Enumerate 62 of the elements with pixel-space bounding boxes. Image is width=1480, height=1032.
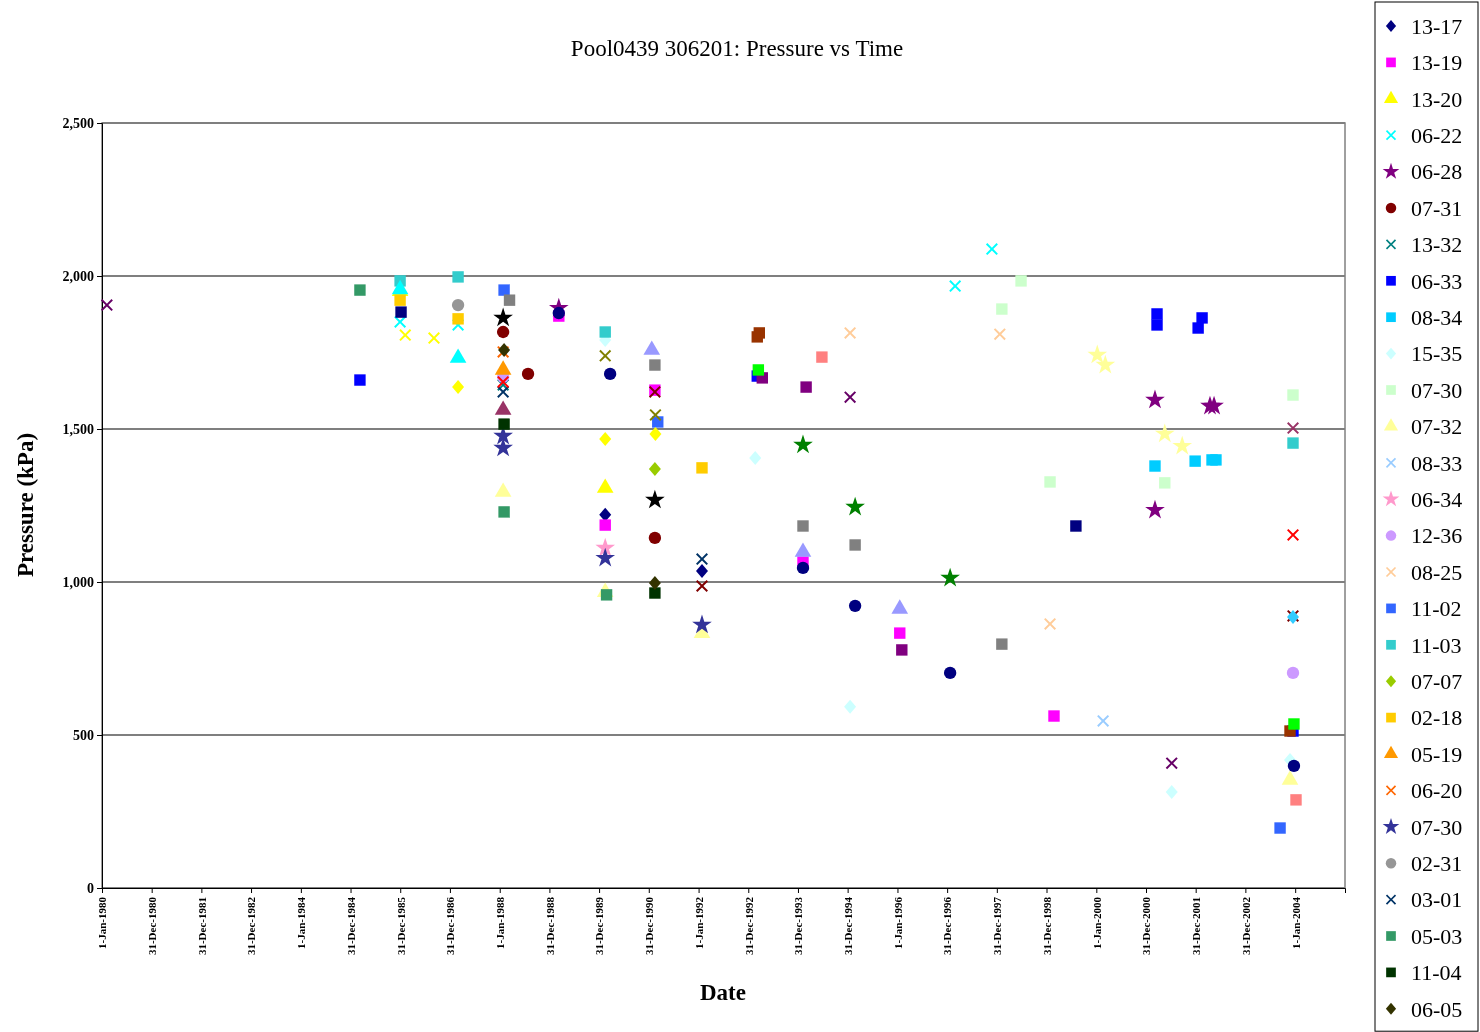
y-tick-label: 0: [87, 880, 94, 896]
legend-label: 06-20: [1411, 778, 1463, 804]
y-tick-label: 2,000: [62, 268, 94, 284]
x-tick-label: 31-Dec-1989: [593, 896, 606, 956]
x-tick-label: 31-Dec-1992: [742, 896, 755, 956]
legend-label: 03-01: [1411, 887, 1463, 913]
chart-title: Pool0439 306201: Pressure vs Time: [570, 36, 904, 61]
x-tick-label: 1-Jan-1980: [96, 896, 109, 949]
x-tick-label: 31-Dec-1988: [543, 896, 556, 956]
legend-label: 02-18: [1411, 705, 1463, 731]
legend-label: 02-31: [1411, 850, 1463, 876]
y-tick-label: 1,500: [62, 421, 94, 437]
y-tick-label: 1,000: [62, 574, 94, 590]
legend-label: 05-03: [1411, 923, 1463, 949]
x-tick-label: 31-Dec-2001: [1190, 897, 1203, 956]
legend-label: 11-02: [1411, 596, 1462, 622]
legend-label: 07-07: [1411, 668, 1463, 694]
x-tick-label: 31-Dec-1990: [643, 896, 656, 956]
x-tick-label: 1-Jan-1984: [295, 896, 308, 949]
legend-label: 06-34: [1411, 486, 1463, 512]
legend-label: 05-19: [1411, 741, 1463, 767]
x-tick-label: 31-Dec-1986: [444, 896, 457, 956]
legend-label: 06-05: [1411, 996, 1463, 1022]
legend-label: 07-30: [1411, 377, 1463, 403]
x-tick-label: 31-Dec-1982: [245, 896, 258, 956]
legend-label: 11-04: [1411, 960, 1462, 986]
x-tick-label: 31-Dec-1993: [792, 896, 805, 956]
y-tick-label: 500: [73, 727, 94, 743]
x-tick-label: 31-Dec-1980: [146, 896, 159, 956]
legend-label: 07-30: [1411, 814, 1463, 840]
x-tick-label: 31-Dec-2000: [1140, 896, 1153, 956]
legend-label: 06-22: [1411, 122, 1463, 148]
legend-label: 13-20: [1411, 86, 1463, 112]
legend-label: 08-34: [1411, 304, 1463, 330]
legend-label: 08-33: [1411, 450, 1463, 476]
legend-label: 15-35: [1411, 341, 1463, 367]
legend-label: 06-28: [1411, 159, 1463, 185]
x-tick-label: 31-Dec-1984: [344, 896, 357, 956]
x-tick-label: 1-Jan-1988: [494, 896, 507, 949]
x-tick-label: 31-Dec-1994: [841, 896, 854, 956]
legend-label: 11-03: [1411, 632, 1462, 658]
x-axis-title: Date: [700, 980, 746, 1005]
x-tick-label: 31-Dec-1998: [1040, 896, 1053, 956]
x-tick-label: 31-Dec-1985: [394, 896, 407, 956]
x-tick-label: 31-Dec-1981: [195, 897, 208, 956]
legend-label: 13-19: [1411, 50, 1463, 76]
legend-label: 07-32: [1411, 414, 1463, 440]
x-tick-label: 31-Dec-1997: [991, 896, 1004, 956]
y-axis-title: Pressure (kPa): [13, 432, 38, 578]
x-tick-label: 1-Jan-2004: [1289, 896, 1302, 949]
legend-label: 06-33: [1411, 268, 1463, 294]
legend-label: 08-25: [1411, 559, 1463, 585]
legend-label: 12-36: [1411, 523, 1463, 549]
legend-label: 07-31: [1411, 195, 1463, 221]
x-tick-label: 1-Jan-1992: [692, 896, 705, 949]
y-tick-label: 2,500: [62, 115, 94, 131]
legend-label: 13-32: [1411, 232, 1463, 258]
legend-label: 13-17: [1411, 13, 1463, 39]
x-tick-label: 1-Jan-1996: [891, 896, 904, 949]
x-tick-label: 1-Jan-2000: [1090, 896, 1103, 949]
x-tick-label: 31-Dec-2002: [1239, 896, 1252, 956]
x-tick-label: 31-Dec-1996: [941, 896, 954, 956]
